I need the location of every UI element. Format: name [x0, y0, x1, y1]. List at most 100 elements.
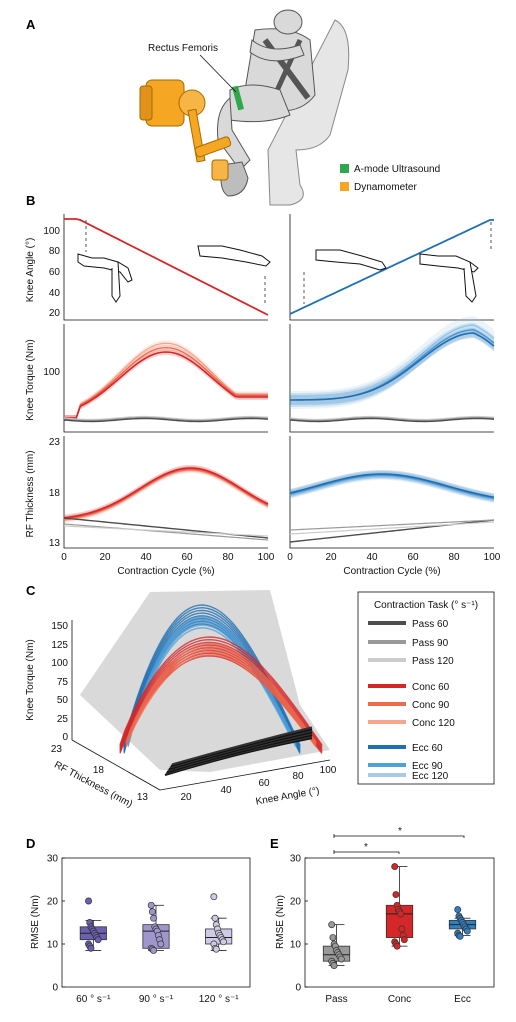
panel-b-curves [63, 218, 495, 543]
data-point [392, 891, 400, 899]
torque-plane [80, 590, 330, 772]
panel-c-loops [119, 604, 323, 777]
tick-label: 150 [51, 621, 68, 632]
conc90-thickness-curve [63, 468, 269, 520]
tick-label: 0 [287, 552, 293, 563]
tick-label: 100 [320, 765, 337, 776]
ecc60-torque-curve [289, 332, 495, 401]
data-point [454, 906, 462, 914]
tick-label: 25 [57, 714, 69, 725]
b-ylabel-angle: Knee Angle (°) [25, 238, 36, 303]
c-x-ticks: 20 40 60 80 100 [180, 765, 336, 803]
data-point [393, 942, 401, 950]
pass90-torque-curve [63, 416, 269, 422]
b-ylabel-torque: Knee Torque (Nm) [25, 339, 36, 421]
panel-c-3d-plot [71, 590, 331, 791]
tick-label: 30 [47, 854, 59, 865]
b-ylabel-thickness: RF Thickness (mm) [25, 450, 36, 537]
data-point [150, 914, 158, 922]
b-xlabel-left: Contraction Cycle (%) [117, 566, 214, 577]
conc60-torque-curve-band [64, 349, 268, 421]
tick-label: 0 [295, 983, 301, 994]
data-point [337, 955, 345, 963]
ecc60-thickness-curve-band [290, 470, 494, 502]
conc-loop [125, 645, 317, 744]
category-label: Pass [325, 994, 347, 1005]
legend-label: Pass 90 [412, 638, 449, 649]
conc120-thickness-curve [63, 469, 269, 521]
conc90-torque-curve [64, 346, 268, 419]
axis-frame [63, 214, 268, 321]
significance-brackets [333, 834, 465, 854]
ecc120-thickness-curve [289, 475, 495, 500]
data-point [391, 863, 399, 871]
b-thickness-ticks: 23 18 13 [49, 437, 61, 549]
category-label: 90 ° s⁻¹ [139, 994, 174, 1005]
tick-label: 100 [51, 658, 68, 669]
data-point [85, 897, 92, 905]
ecc60-torque-curve-band [290, 327, 494, 405]
tick-label: 60 [407, 552, 419, 563]
conc-loop [119, 636, 323, 746]
pass-loop [165, 735, 313, 775]
tick-label: 100 [484, 552, 501, 563]
c-y-ticks: 23 18 13 [51, 744, 149, 803]
category-label: Ecc [454, 994, 471, 1005]
sig-star-pass-conc: * [364, 842, 368, 853]
b-x-ticks-left: 0 20 40 60 80 100 [61, 552, 275, 563]
pass120-thickness-curve [63, 525, 269, 537]
pass-loop [169, 729, 313, 769]
ecc-loop [127, 621, 297, 745]
panel-d-letter: D [26, 836, 35, 851]
panel-c-letter: C [26, 583, 36, 598]
tick-label: 60 [181, 552, 193, 563]
data-point [157, 940, 165, 948]
axis-frame [289, 214, 494, 321]
conc60-thickness-curve-band [64, 465, 268, 521]
data-point [212, 945, 220, 953]
pass60-torque-curve [63, 417, 269, 423]
ecc60-thickness-curve [289, 473, 495, 499]
panel-d-boxplot: 30 20 10 0 60 ° s⁻¹ 90 ° s⁻¹ 120 ° s⁻¹ [47, 854, 251, 1005]
data-point [87, 944, 95, 952]
tick-label: 125 [51, 640, 68, 651]
ecc-angle-curve [289, 219, 494, 315]
tick-label: 20 [290, 897, 302, 908]
c-zlabel: Knee Torque (Nm) [25, 639, 36, 721]
tick-label: 60 [258, 778, 270, 789]
tick-label: 75 [57, 677, 69, 688]
data-point [397, 910, 405, 918]
legend-title: Contraction Task (° s⁻¹) [374, 600, 478, 611]
legend-swatch-dynamometer [340, 182, 349, 191]
tick-label: 30 [290, 854, 302, 865]
panel-e-boxplot: 30 20 10 0 Pass Conc Ecc [290, 854, 495, 1005]
tick-label: 20 [180, 792, 192, 803]
category-label: Conc [388, 994, 411, 1005]
pass120-thickness-curve [289, 521, 495, 535]
thigh-icon [229, 84, 291, 123]
tick-label: 100 [43, 367, 60, 378]
tick-label: 40 [49, 288, 61, 299]
data-point [211, 914, 219, 922]
data-point [329, 934, 337, 942]
ecc-loop [127, 627, 297, 748]
pass-loop [168, 730, 313, 771]
ecc90-torque-curve [289, 329, 495, 401]
b-x-ticks-right: 0 20 40 60 80 100 [287, 552, 501, 563]
pass-loop [171, 726, 313, 766]
panel-b-letter: B [26, 193, 35, 208]
tick-label: 20 [99, 552, 111, 563]
tick-label: 0 [52, 983, 58, 994]
legend-label-dynamometer: Dynamometer [354, 182, 417, 193]
tick-label: 80 [292, 771, 304, 782]
data-point [150, 947, 158, 954]
pass120-torque-curve [289, 415, 495, 421]
legend-label: Pass 120 [412, 656, 454, 667]
tick-label: 40 [366, 552, 378, 563]
d-ylabel: RMSE (Nm) [30, 895, 41, 949]
panel-e-letter: E [270, 836, 279, 851]
tick-label: 23 [49, 437, 61, 448]
legend-label: Conc 120 [412, 718, 455, 729]
conc120-torque-curve [64, 342, 268, 419]
legend-label: Conc 90 [412, 700, 450, 711]
